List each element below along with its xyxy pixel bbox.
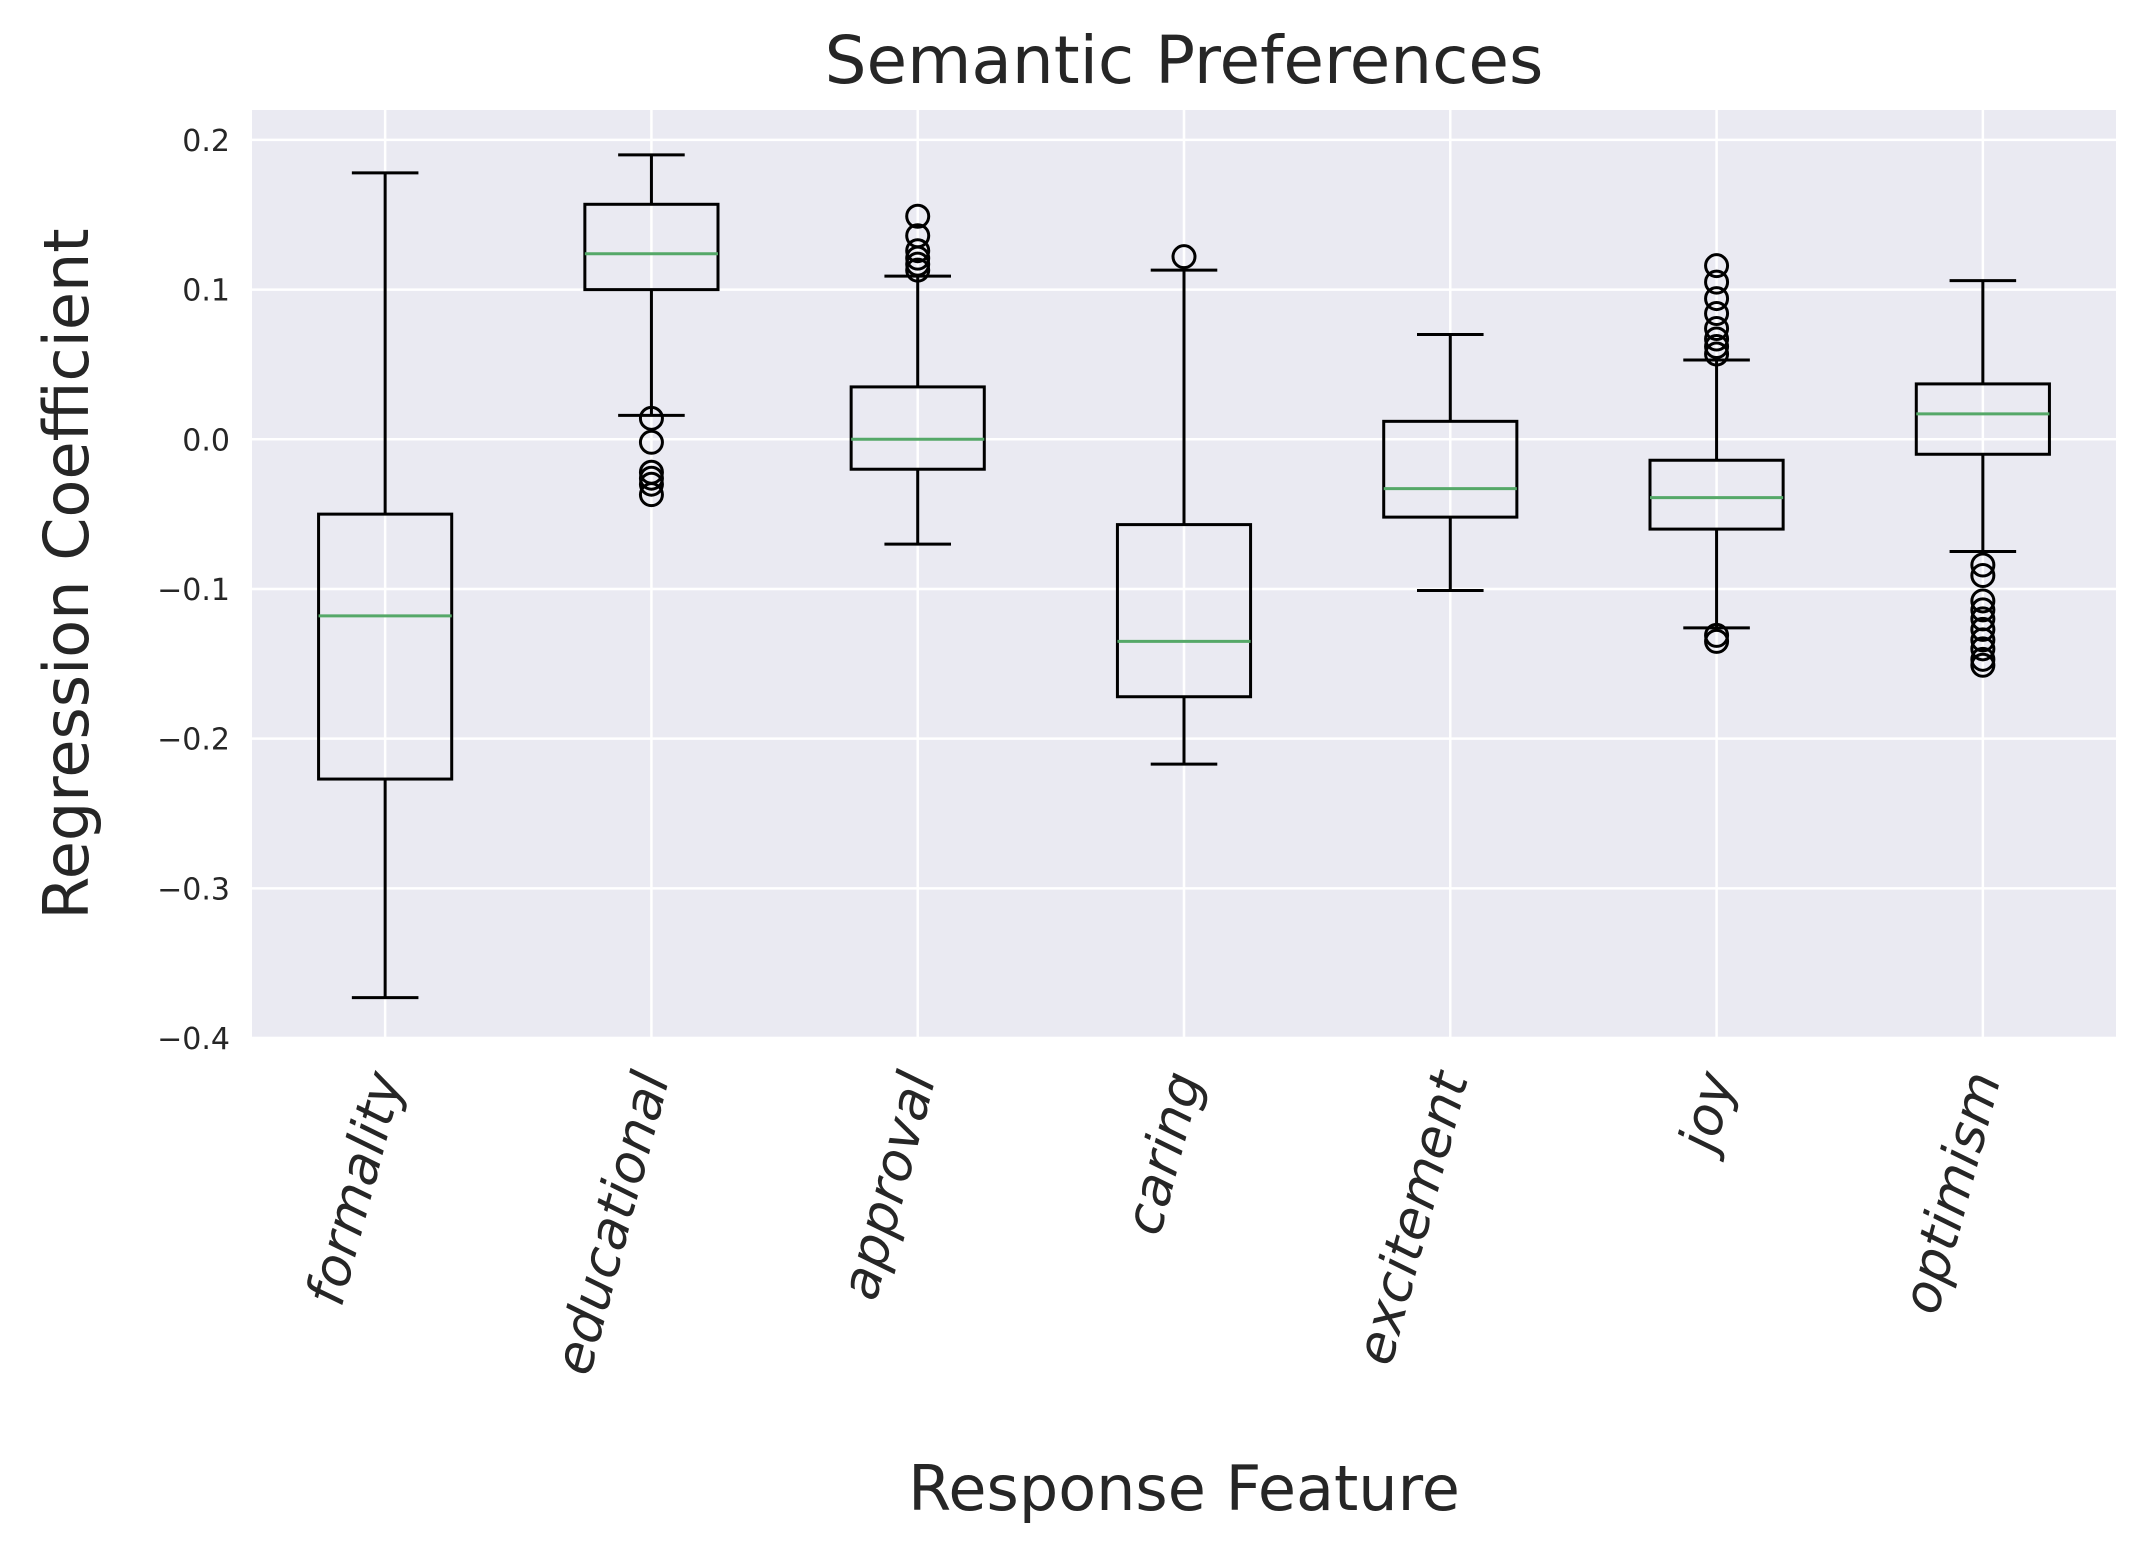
iqr-box xyxy=(1914,382,2051,456)
box-educational xyxy=(583,153,720,508)
y-tick-label: 0.0 xyxy=(182,423,230,458)
x-axis-title: Response Feature xyxy=(908,1452,1460,1525)
outlier-point xyxy=(1970,552,1996,578)
chart-title: Semantic Preferences xyxy=(825,22,1544,99)
x-tick-label: joy xyxy=(1666,1065,1747,1163)
outlier-point xyxy=(905,251,931,277)
y-tick-label: −0.4 xyxy=(157,1022,230,1057)
x-tick-label: optimism xyxy=(1891,1066,2014,1321)
outlier-point xyxy=(1704,628,1730,654)
outlier-point xyxy=(1704,253,1730,279)
x-tick-labels: formality educational approval caring excite… xyxy=(295,1063,2013,1381)
iqr-box xyxy=(849,385,986,471)
x-tick-label: formality xyxy=(295,1065,416,1312)
y-tick-label: −0.3 xyxy=(157,872,230,907)
outlier-point xyxy=(1704,622,1730,648)
y-tick-label: −0.1 xyxy=(157,573,230,608)
box-excitement xyxy=(1382,333,1519,592)
iqr-box xyxy=(317,512,454,781)
outlier-point xyxy=(638,429,664,455)
outlier-point xyxy=(1970,627,1996,653)
y-axis-title: Regression Coefficient xyxy=(30,228,103,919)
outlier-point xyxy=(1970,597,1996,623)
iqr-box xyxy=(1115,523,1253,699)
outlier-point xyxy=(1704,326,1730,352)
box-caring xyxy=(1115,244,1253,766)
y-tick-labels: −0.4 −0.3 −0.2 −0.1 0.0 0.1 0.2 xyxy=(157,124,230,1057)
outlier-point xyxy=(638,405,664,431)
outlier-point xyxy=(638,465,664,491)
outlier-point xyxy=(638,471,664,497)
box-optimism xyxy=(1914,279,2051,678)
outlier-point xyxy=(1970,588,1996,614)
outlier-point xyxy=(1970,652,1996,678)
outlier-point xyxy=(1970,616,1996,642)
outlier-point xyxy=(1970,636,1996,662)
iqr-box xyxy=(1648,458,1785,531)
x-tick-label: caring xyxy=(1113,1066,1215,1242)
outlier-point xyxy=(1171,244,1197,270)
box-formality xyxy=(317,171,454,1000)
y-tick-label: −0.2 xyxy=(157,723,230,758)
box-joy xyxy=(1648,253,1785,654)
iqr-box xyxy=(583,202,720,292)
outlier-point xyxy=(1704,301,1730,327)
outlier-point xyxy=(1704,286,1730,312)
outlier-point xyxy=(1970,562,1996,588)
outlier-point xyxy=(1970,646,1996,672)
outlier-point xyxy=(1704,333,1730,359)
y-tick-label: 0.2 xyxy=(182,124,230,159)
y-tick-label: 0.1 xyxy=(182,274,230,309)
box-series xyxy=(317,153,2051,1000)
x-tick-label: approval xyxy=(829,1065,948,1306)
outlier-point xyxy=(1704,316,1730,342)
outlier-point xyxy=(905,203,931,229)
iqr-box xyxy=(1382,419,1519,519)
outlier-point xyxy=(638,482,664,508)
outlier-point xyxy=(905,245,931,271)
x-tick-label: excitement xyxy=(1344,1063,1481,1371)
outlier-point xyxy=(905,238,931,264)
outlier-point xyxy=(905,257,931,283)
box-approval xyxy=(849,203,986,546)
outlier-point xyxy=(1704,269,1730,295)
outlier-point xyxy=(1704,341,1730,367)
x-tick-label: educational xyxy=(543,1065,682,1381)
